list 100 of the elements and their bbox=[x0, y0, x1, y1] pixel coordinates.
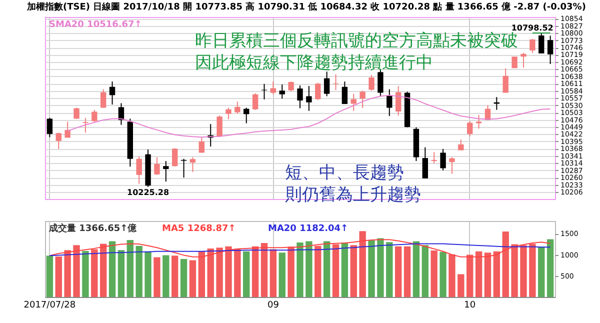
bar bbox=[440, 252, 446, 297]
candlestick bbox=[306, 86, 312, 112]
candlestick bbox=[64, 121, 70, 138]
line-series bbox=[49, 239, 551, 258]
bar bbox=[332, 244, 340, 297]
bar bbox=[234, 248, 241, 297]
candlestick bbox=[476, 114, 482, 130]
bar bbox=[394, 246, 402, 297]
bar bbox=[252, 246, 259, 297]
bar bbox=[172, 256, 178, 297]
bar bbox=[404, 246, 411, 297]
bar bbox=[260, 242, 268, 297]
candlestick bbox=[46, 117, 53, 138]
candlestick bbox=[422, 146, 428, 179]
bar bbox=[529, 244, 536, 297]
candlestick bbox=[163, 160, 169, 182]
bar bbox=[359, 231, 366, 297]
candlestick bbox=[547, 35, 554, 65]
candlestick bbox=[216, 114, 222, 138]
candlestick bbox=[56, 132, 62, 150]
bar bbox=[225, 246, 232, 297]
bar bbox=[108, 241, 116, 297]
bar bbox=[484, 252, 492, 297]
bar bbox=[412, 241, 420, 297]
candlestick bbox=[440, 148, 446, 171]
line-series bbox=[49, 243, 551, 256]
candlestick bbox=[288, 81, 294, 92]
bar bbox=[118, 250, 125, 297]
bar bbox=[162, 255, 170, 297]
candlestick bbox=[332, 74, 339, 91]
annotation: 則仍舊為上升趨勢 bbox=[285, 185, 421, 205]
candlestick bbox=[431, 152, 437, 164]
candlestick bbox=[360, 90, 366, 108]
candlestick bbox=[467, 120, 473, 137]
bar bbox=[278, 252, 286, 297]
bar bbox=[126, 240, 134, 297]
candlestick bbox=[92, 109, 98, 123]
candlestick bbox=[297, 85, 303, 109]
candlestick bbox=[109, 81, 116, 106]
candlestick bbox=[261, 83, 268, 100]
bar bbox=[502, 232, 509, 297]
bar bbox=[306, 241, 312, 297]
candlestick bbox=[82, 117, 88, 134]
candlestick bbox=[154, 156, 160, 176]
bar bbox=[458, 274, 464, 297]
candlestick bbox=[315, 82, 321, 100]
candlestick bbox=[502, 68, 508, 94]
bar bbox=[136, 246, 142, 297]
candlestick bbox=[350, 93, 356, 112]
bar bbox=[493, 251, 500, 297]
candlestick bbox=[270, 81, 276, 95]
bar bbox=[546, 239, 554, 297]
x-tick-label: 09 bbox=[267, 300, 280, 310]
candlestick bbox=[386, 88, 392, 117]
bar bbox=[55, 256, 62, 297]
candlestick bbox=[100, 88, 106, 108]
bar bbox=[511, 244, 518, 297]
bar bbox=[207, 248, 214, 297]
candlestick bbox=[172, 148, 178, 168]
candlestick bbox=[520, 52, 526, 68]
annotation: 10798.52 bbox=[511, 23, 554, 32]
bar bbox=[368, 240, 375, 297]
candlestick bbox=[395, 86, 402, 116]
candlestick bbox=[136, 156, 142, 184]
candlestick bbox=[244, 107, 250, 124]
x-tick-label: 10 bbox=[464, 300, 476, 310]
bar bbox=[296, 242, 304, 297]
chart-title: 加權指數(TSE) 日線圖 2017/10/18 開 10773.85 高 10790.31 低 10684.32 收 10720.28 點 量 1366.65 億 -2.87 (-0.03%) bbox=[26, 2, 586, 13]
candlestick bbox=[198, 137, 205, 154]
annotation: 10225.28 bbox=[127, 188, 170, 197]
bar bbox=[144, 251, 152, 297]
bar bbox=[154, 257, 160, 297]
series-label: MA20 1182.04↑ bbox=[268, 224, 348, 234]
bar bbox=[314, 246, 322, 297]
candlestick bbox=[449, 156, 455, 174]
bar bbox=[466, 254, 474, 297]
candlestick bbox=[368, 74, 374, 92]
bar bbox=[73, 245, 80, 297]
bar bbox=[46, 256, 54, 297]
text: SMA20 10516.67↑ bbox=[49, 20, 142, 30]
bar bbox=[341, 242, 348, 297]
annotation: 昨日累積三個反轉訊號的空方高點未被突破 bbox=[195, 31, 518, 51]
bar bbox=[100, 244, 107, 297]
candlestick bbox=[118, 102, 124, 126]
series-label: 成交量 1366.65↑億 bbox=[48, 223, 138, 234]
candlestick bbox=[342, 81, 348, 104]
bar bbox=[216, 248, 223, 297]
bar bbox=[91, 249, 98, 297]
bar bbox=[243, 251, 250, 297]
candlestick bbox=[234, 101, 240, 114]
bar bbox=[386, 242, 393, 297]
bar bbox=[323, 241, 330, 297]
bar bbox=[350, 245, 357, 297]
bar bbox=[520, 245, 527, 297]
candlestick bbox=[324, 71, 330, 97]
annotation: 因此極短線下降趨勢持續進行中 bbox=[195, 53, 433, 73]
bar bbox=[422, 245, 428, 297]
bar bbox=[64, 250, 71, 297]
bar bbox=[448, 254, 456, 297]
annotation: 短、中、長趨勢 bbox=[285, 163, 404, 183]
